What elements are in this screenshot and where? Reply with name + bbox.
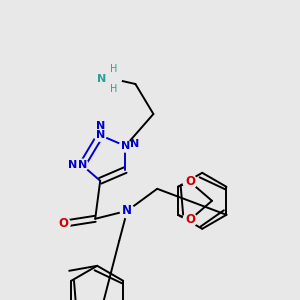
Text: H: H bbox=[110, 84, 117, 94]
Text: N: N bbox=[122, 204, 132, 217]
Circle shape bbox=[183, 175, 197, 189]
Circle shape bbox=[105, 71, 122, 87]
Circle shape bbox=[183, 213, 197, 227]
Text: N: N bbox=[96, 121, 105, 131]
Text: N: N bbox=[68, 160, 77, 170]
Text: H: H bbox=[110, 64, 117, 74]
Circle shape bbox=[76, 159, 88, 171]
Text: N: N bbox=[78, 160, 87, 170]
Circle shape bbox=[119, 140, 131, 152]
Circle shape bbox=[120, 204, 134, 218]
Text: N: N bbox=[121, 141, 130, 151]
Circle shape bbox=[56, 217, 70, 231]
Circle shape bbox=[94, 129, 106, 141]
Text: N: N bbox=[97, 74, 106, 84]
Text: N: N bbox=[96, 130, 105, 140]
Text: O: O bbox=[58, 217, 68, 230]
Text: N: N bbox=[130, 139, 139, 149]
Text: O: O bbox=[185, 175, 195, 188]
Text: O: O bbox=[185, 213, 195, 226]
